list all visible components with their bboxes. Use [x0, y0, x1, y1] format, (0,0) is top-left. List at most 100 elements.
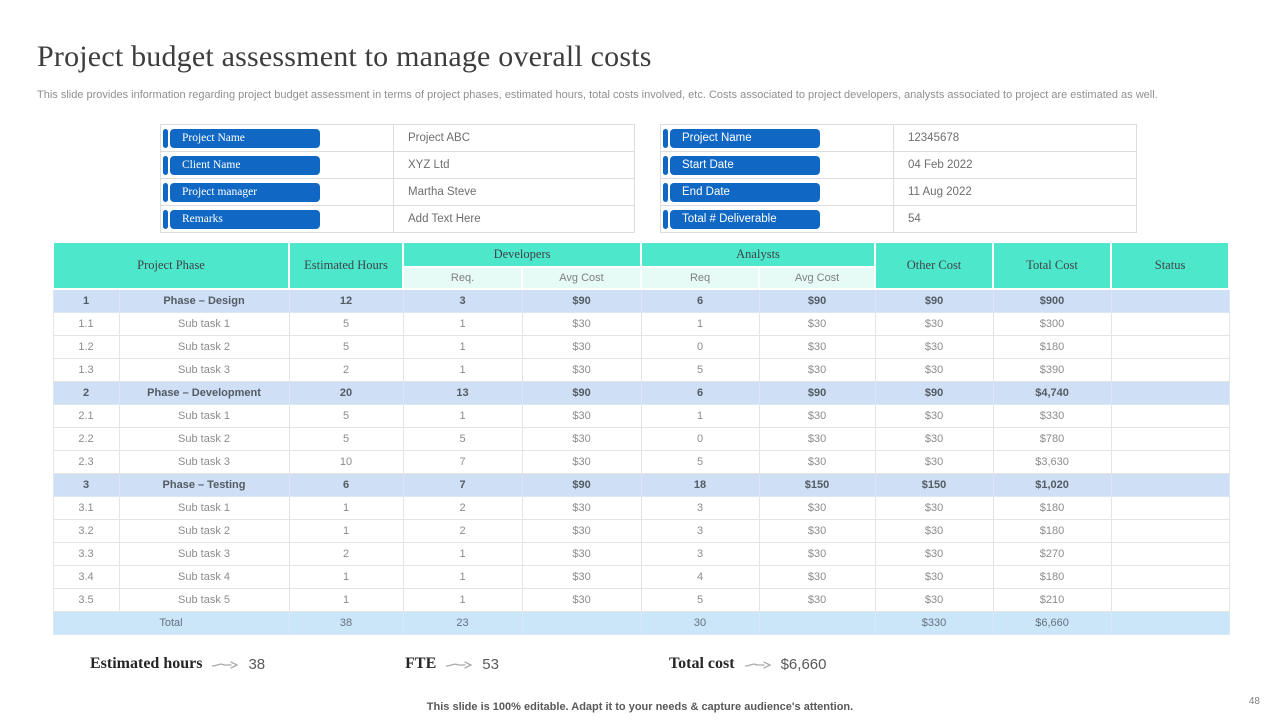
- cell-an_req: 6: [640, 288, 760, 313]
- cell-est: 1: [288, 519, 404, 543]
- info-label-pill[interactable]: Project manager: [163, 182, 393, 202]
- info-value-text[interactable]: Add Text Here: [393, 205, 635, 233]
- header-other-cost: Other Cost: [874, 241, 995, 290]
- cell-dev_avg: $30: [521, 519, 642, 543]
- cell-total-status: [1110, 611, 1230, 635]
- info-label-cell: Remarks: [160, 205, 394, 233]
- cell-other: $30: [874, 450, 994, 474]
- cell-total: $180: [992, 565, 1112, 589]
- info-label-pill[interactable]: Remarks: [163, 209, 393, 229]
- info-label-pill[interactable]: Project Name: [163, 128, 393, 148]
- header-analyst-req: Req: [640, 266, 761, 290]
- cell-phase-id: 1: [52, 288, 120, 313]
- budget-row: 3.3 Sub task 3 2 1 $30 3 $30 $30 $270: [52, 542, 1230, 566]
- info-label-cell: Client Name: [160, 151, 394, 179]
- cell-dev_req: 1: [402, 404, 523, 428]
- cell-dev_avg: $30: [521, 358, 642, 382]
- cell-total: $180: [992, 496, 1112, 520]
- cell-other: $30: [874, 519, 994, 543]
- cell-dev_avg: $30: [521, 427, 642, 451]
- info-label-text: Total # Deliverable: [670, 209, 820, 229]
- info-label-text: Start Date: [670, 155, 820, 175]
- slide-subtitle: This slide provides information regardin…: [37, 89, 1158, 101]
- cell-status: [1110, 450, 1230, 474]
- cell-status: [1110, 496, 1230, 520]
- cell-est: 5: [288, 427, 404, 451]
- budget-row: 1.3 Sub task 3 2 1 $30 5 $30 $30 $390: [52, 358, 1230, 382]
- budget-row: 2.3 Sub task 3 10 7 $30 5 $30 $30 $3,630: [52, 450, 1230, 474]
- info-label-cell: Start Date: [660, 151, 894, 179]
- info-label-pill[interactable]: Total # Deliverable: [663, 209, 893, 229]
- right-arrow-icon: [743, 659, 773, 671]
- cell-an_req: 1: [640, 404, 760, 428]
- cell-other: $30: [874, 312, 994, 336]
- cell-phase-name: Sub task 2: [118, 335, 290, 359]
- cell-phase-name: Sub task 1: [118, 496, 290, 520]
- cell-an_avg: $90: [758, 288, 876, 313]
- summary-item: Total cost $6,660: [669, 655, 827, 673]
- cell-total-an_avg: [758, 611, 876, 635]
- info-label-text: Project Name: [670, 128, 820, 148]
- summary-value: $6,660: [780, 655, 827, 673]
- project-info-table-right: Project Name 12345678 Start Date 04 Feb 202…: [660, 124, 1137, 233]
- cell-total: $330: [992, 404, 1112, 428]
- right-arrow-icon: [444, 659, 474, 671]
- cell-phase-id: 2.2: [52, 427, 120, 451]
- cell-phase-name: Phase – Development: [118, 381, 290, 405]
- cell-status: [1110, 542, 1230, 566]
- budget-row: 3.1 Sub task 1 1 2 $30 3 $30 $30 $180: [52, 496, 1230, 520]
- header-analysts: Analysts: [640, 241, 877, 268]
- summary-item: FTE 53: [405, 655, 499, 673]
- cell-an_req: 0: [640, 335, 760, 359]
- cell-dev_req: 1: [402, 542, 523, 566]
- summary-bar: Estimated hours 38 FTE 53 Total cost $6,660: [52, 651, 826, 677]
- cell-dev_req: 1: [402, 312, 523, 336]
- info-label-pill[interactable]: Project Name: [663, 128, 893, 148]
- cell-phase-name: Sub task 5: [118, 588, 290, 612]
- cell-dev_avg: $90: [521, 381, 642, 405]
- cell-est: 1: [288, 565, 404, 589]
- cell-other: $30: [874, 588, 994, 612]
- info-value-text: 11 Aug 2022: [893, 178, 1137, 206]
- cell-dev_req: 2: [402, 496, 523, 520]
- info-value-text: XYZ Ltd: [393, 151, 635, 179]
- cell-an_req: 5: [640, 358, 760, 382]
- cell-phase-name: Sub task 1: [118, 312, 290, 336]
- budget-row: 2 Phase – Development 20 13 $90 6 $90 $90 $4,740: [52, 381, 1230, 405]
- cell-status: [1110, 358, 1230, 382]
- info-table-row: Project Name Project ABC: [160, 124, 635, 152]
- cell-total: $3,630: [992, 450, 1112, 474]
- info-label-pill[interactable]: End Date: [663, 182, 893, 202]
- cell-an_avg: $30: [758, 519, 876, 543]
- cell-status: [1110, 381, 1230, 405]
- cell-phase-id: 2.1: [52, 404, 120, 428]
- cell-an_req: 1: [640, 312, 760, 336]
- cell-phase-name: Sub task 1: [118, 404, 290, 428]
- cell-phase-name: Sub task 2: [118, 427, 290, 451]
- cell-total-label: Total: [52, 611, 290, 635]
- cell-other: $30: [874, 496, 994, 520]
- cell-phase-id: 2.3: [52, 450, 120, 474]
- project-info-table-left: Project Name Project ABC Client Name XYZ Lt…: [160, 124, 635, 233]
- header-developers: Developers: [402, 241, 643, 268]
- cell-total-an_req: 30: [640, 611, 760, 635]
- cell-dev_req: 3: [402, 288, 523, 313]
- budget-total-row: Total 38 23 30 $330 $6,660: [52, 611, 1230, 635]
- cell-an_avg: $30: [758, 335, 876, 359]
- cell-status: [1110, 588, 1230, 612]
- cell-phase-id: 1.1: [52, 312, 120, 336]
- cell-an_avg: $30: [758, 358, 876, 382]
- cell-status: [1110, 312, 1230, 336]
- cell-an_req: 0: [640, 427, 760, 451]
- cell-other: $30: [874, 335, 994, 359]
- summary-label: Estimated hours: [90, 655, 203, 672]
- cell-an_avg: $30: [758, 450, 876, 474]
- cell-total: $270: [992, 542, 1112, 566]
- cell-status: [1110, 519, 1230, 543]
- info-label-pill[interactable]: Client Name: [163, 155, 393, 175]
- cell-other: $90: [874, 288, 994, 313]
- budget-row: 3 Phase – Testing 6 7 $90 18 $150 $150 $1,020: [52, 473, 1230, 497]
- page-number: 48: [1248, 696, 1260, 707]
- info-label-pill[interactable]: Start Date: [663, 155, 893, 175]
- summary-label: FTE: [405, 655, 437, 672]
